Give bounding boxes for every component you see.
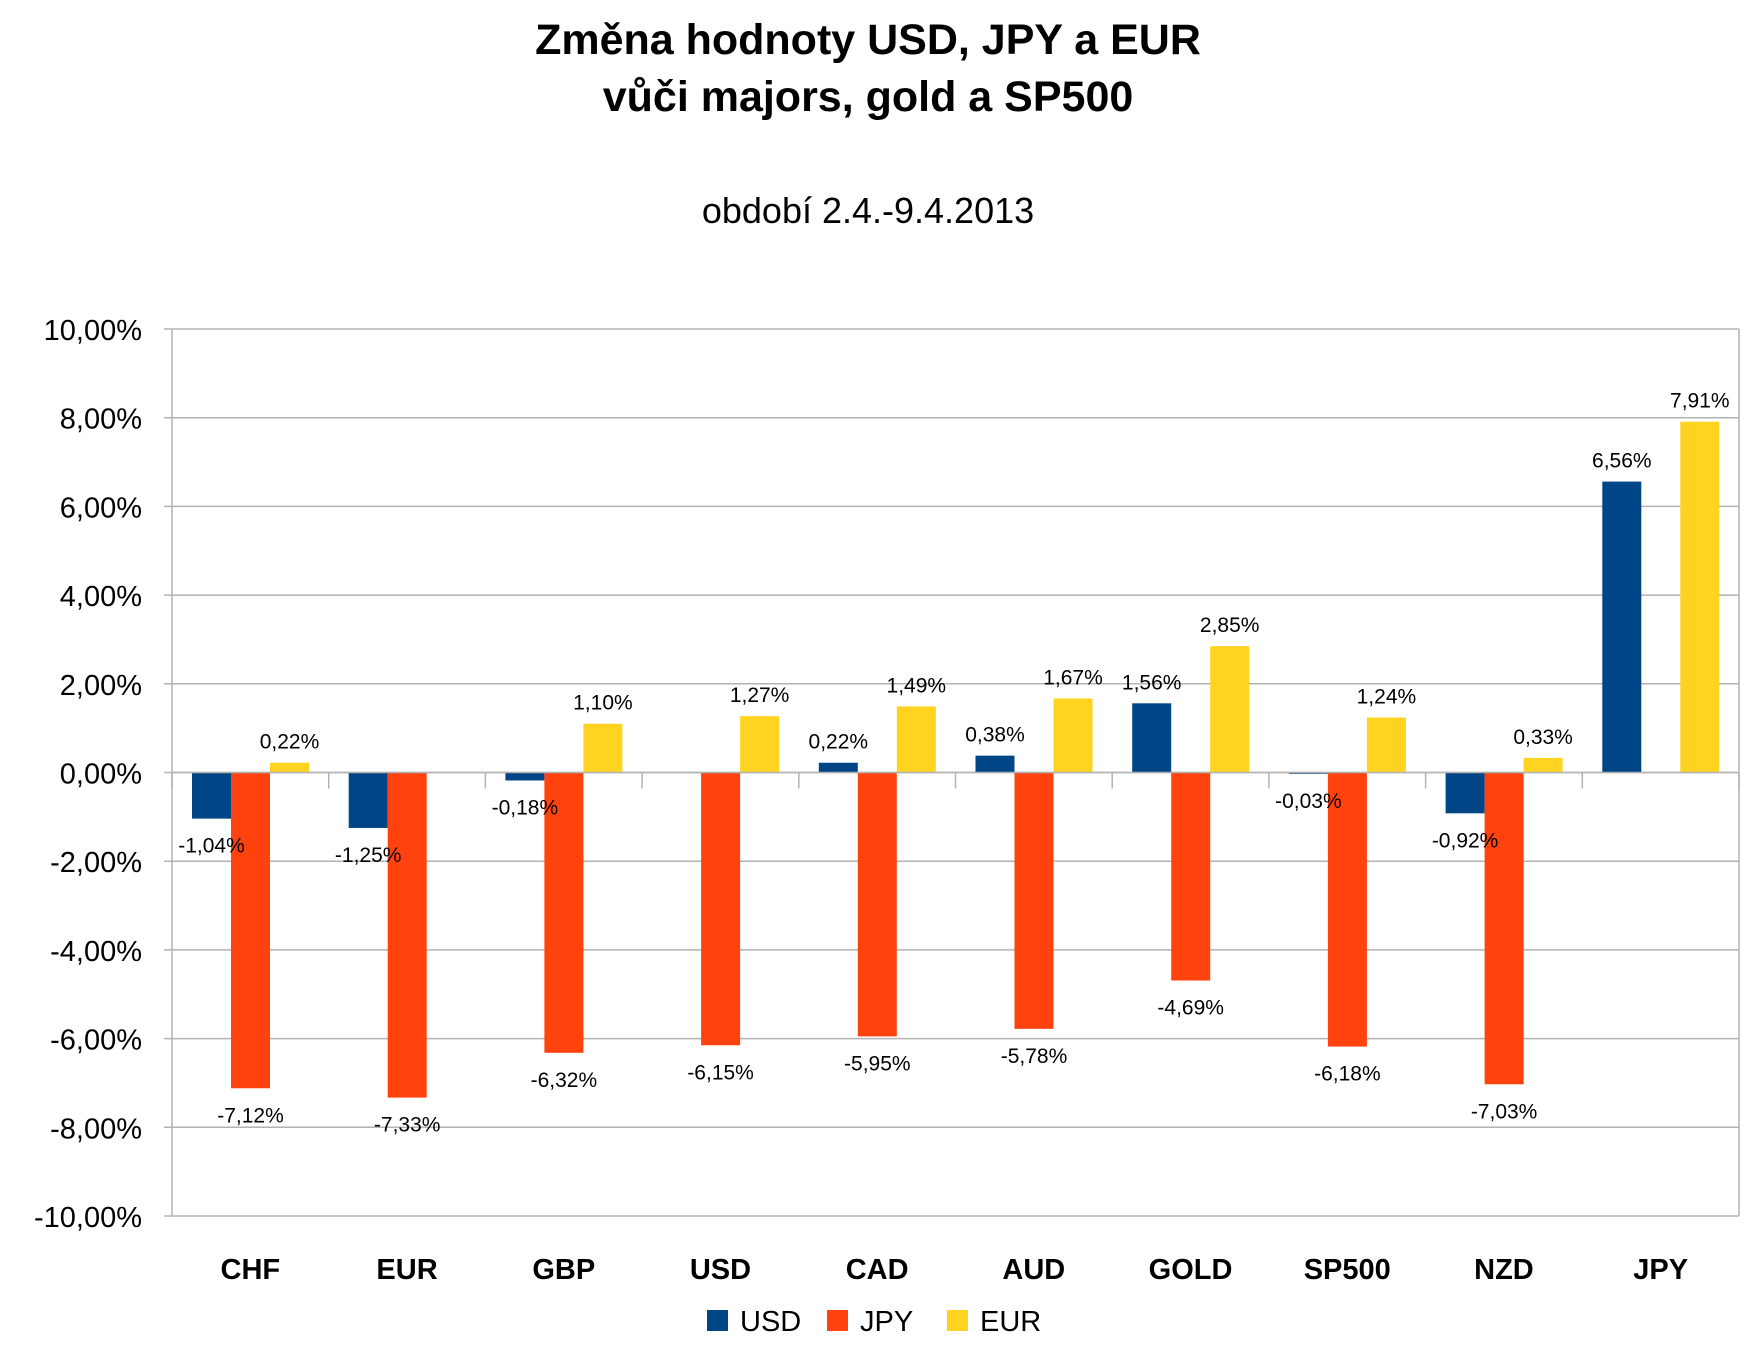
data-label-eur-cad: 1,49%	[887, 674, 947, 697]
x-tick-label: USD	[690, 1254, 751, 1286]
y-tick-label: -10,00%	[34, 1202, 142, 1234]
data-label-eur-gbp: 1,10%	[573, 692, 633, 715]
chart-title-line1: Změna hodnoty USD, JPY a EUR	[535, 16, 1201, 64]
legend: USD JPY EUR	[707, 1306, 1041, 1338]
data-label-jpy-nzd: -7,03%	[1471, 1100, 1538, 1123]
bar-usd-gold	[1132, 703, 1172, 773]
x-tick-label: CAD	[846, 1254, 909, 1286]
data-labels: -1,04% -7,12% 0,22% -1,25% -7,33% -0,18% -6,32…	[178, 390, 1729, 1137]
bar-usd-eur	[348, 772, 388, 828]
data-label-jpy-eur: -7,33%	[374, 1114, 441, 1137]
bar-eur-gbp	[583, 723, 623, 773]
bar-jpy-nzd	[1484, 772, 1524, 1085]
data-label-usd-nzd: -0,92%	[1432, 829, 1499, 852]
y-tick-label: -2,00%	[50, 847, 142, 879]
legend-swatch-eur	[947, 1310, 968, 1331]
bar-eur-aud	[1053, 698, 1093, 773]
data-label-usd-aud: 0,38%	[965, 724, 1025, 747]
chart-subtitle: období 2.4.-9.4.2013	[702, 190, 1034, 231]
bar-jpy-chf	[231, 772, 270, 1089]
legend-label-eur: EUR	[980, 1306, 1041, 1338]
data-label-eur-usd: 1,27%	[730, 684, 790, 707]
data-label-eur-sp500: 1,24%	[1357, 686, 1417, 709]
bar-jpy-gbp	[544, 772, 584, 1053]
bar-eur-chf	[270, 762, 309, 773]
bar-eur-usd	[740, 716, 780, 773]
y-tick-label: -8,00%	[50, 1113, 142, 1145]
bar-usd-gbp	[505, 772, 545, 781]
y-tick-label: -4,00%	[50, 936, 142, 968]
data-label-usd-sp500: -0,03%	[1275, 790, 1342, 813]
data-label-usd-eur: -1,25%	[335, 844, 402, 867]
y-axis-tick-labels: 10,00% 8,00% 6,00% 4,00% 2,00% 0,00% -2,00% -4,…	[34, 315, 142, 1234]
legend-swatch-usd	[707, 1310, 728, 1331]
data-label-eur-aud: 1,67%	[1043, 666, 1103, 689]
legend-swatch-jpy	[827, 1310, 848, 1331]
data-label-usd-cad: 0,22%	[809, 731, 869, 754]
y-tick-label: 8,00%	[60, 404, 142, 436]
x-axis-tick-labels: CHF EUR GBP USD CAD AUD GOLD SP500 NZD JPY	[221, 1254, 1689, 1286]
data-label-jpy-gold: -4,69%	[1157, 997, 1224, 1020]
bar-eur-nzd	[1523, 757, 1563, 773]
bar-usd-jpy	[1602, 481, 1642, 773]
y-tick-label: 4,00%	[60, 581, 142, 613]
x-tick-label: SP500	[1304, 1254, 1391, 1286]
data-label-jpy-gbp: -6,32%	[531, 1069, 598, 1092]
y-tick-label: 10,00%	[44, 315, 142, 347]
bar-usd-aud	[975, 755, 1015, 773]
bar-usd-cad	[818, 762, 858, 773]
data-label-eur-chf: 0,22%	[260, 731, 320, 754]
data-label-eur-gold: 2,85%	[1200, 614, 1260, 637]
chart-title-line2: vůči majors, gold a SP500	[603, 73, 1134, 121]
bar-jpy-gold	[1171, 772, 1211, 981]
bar-usd-nzd	[1445, 772, 1485, 814]
bar-jpy-cad	[857, 772, 897, 1037]
x-tick-label: CHF	[221, 1254, 281, 1286]
data-label-jpy-aud: -5,78%	[1001, 1045, 1068, 1068]
y-tick-label: 6,00%	[60, 492, 142, 524]
data-label-eur-nzd: 0,33%	[1513, 726, 1573, 749]
data-label-jpy-sp500: -6,18%	[1314, 1063, 1381, 1086]
data-label-usd-gold: 1,56%	[1122, 671, 1182, 694]
data-label-usd-gbp: -0,18%	[492, 796, 559, 819]
bar-jpy-aud	[1014, 772, 1054, 1029]
x-tick-label: JPY	[1633, 1254, 1688, 1286]
data-label-usd-jpy: 6,56%	[1592, 450, 1652, 473]
bar-jpy-sp500	[1327, 772, 1367, 1047]
bar-jpy-usd	[701, 772, 741, 1046]
bar-usd-chf	[192, 772, 231, 819]
y-tick-label: 0,00%	[60, 759, 142, 791]
data-label-jpy-usd: -6,15%	[687, 1061, 754, 1084]
bar-eur-sp500	[1366, 717, 1406, 773]
bar-eur-gold	[1210, 646, 1250, 773]
y-tick-label: 2,00%	[60, 670, 142, 702]
x-tick-label: AUD	[1002, 1254, 1065, 1286]
bar-eur-jpy	[1680, 421, 1720, 773]
x-tick-label: GOLD	[1149, 1254, 1233, 1286]
x-tick-label: EUR	[376, 1254, 437, 1286]
data-label-jpy-chf: -7,12%	[217, 1104, 284, 1127]
data-label-eur-jpy: 7,91%	[1670, 390, 1730, 413]
x-tick-label: NZD	[1474, 1254, 1534, 1286]
bars	[192, 421, 1720, 1098]
legend-label-usd: USD	[740, 1306, 801, 1338]
y-tick-label: -6,00%	[50, 1025, 142, 1057]
legend-label-jpy: JPY	[860, 1306, 913, 1338]
x-tick-label: GBP	[532, 1254, 595, 1286]
data-label-jpy-cad: -5,95%	[844, 1052, 911, 1075]
data-label-usd-chf: -1,04%	[178, 835, 245, 858]
bar-eur-cad	[896, 706, 936, 773]
bar-jpy-eur	[387, 772, 427, 1098]
